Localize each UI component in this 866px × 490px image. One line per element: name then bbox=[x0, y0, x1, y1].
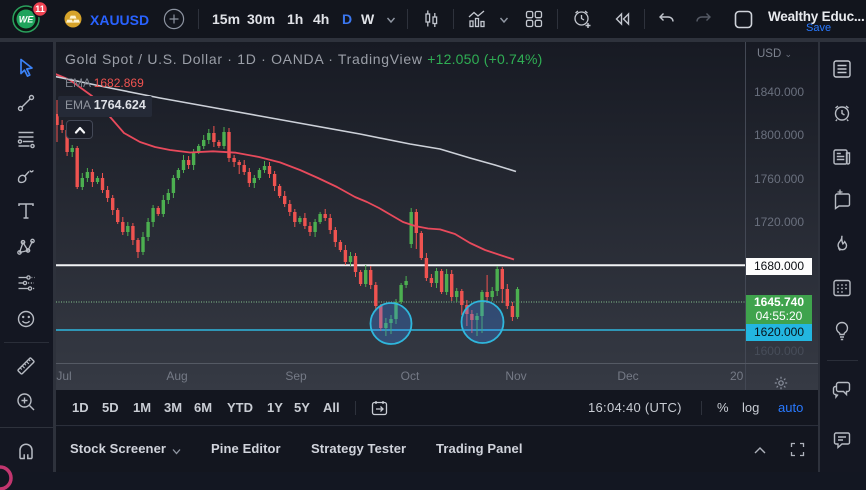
svg-text:WE: WE bbox=[19, 15, 34, 25]
svg-text:11: 11 bbox=[35, 4, 45, 14]
